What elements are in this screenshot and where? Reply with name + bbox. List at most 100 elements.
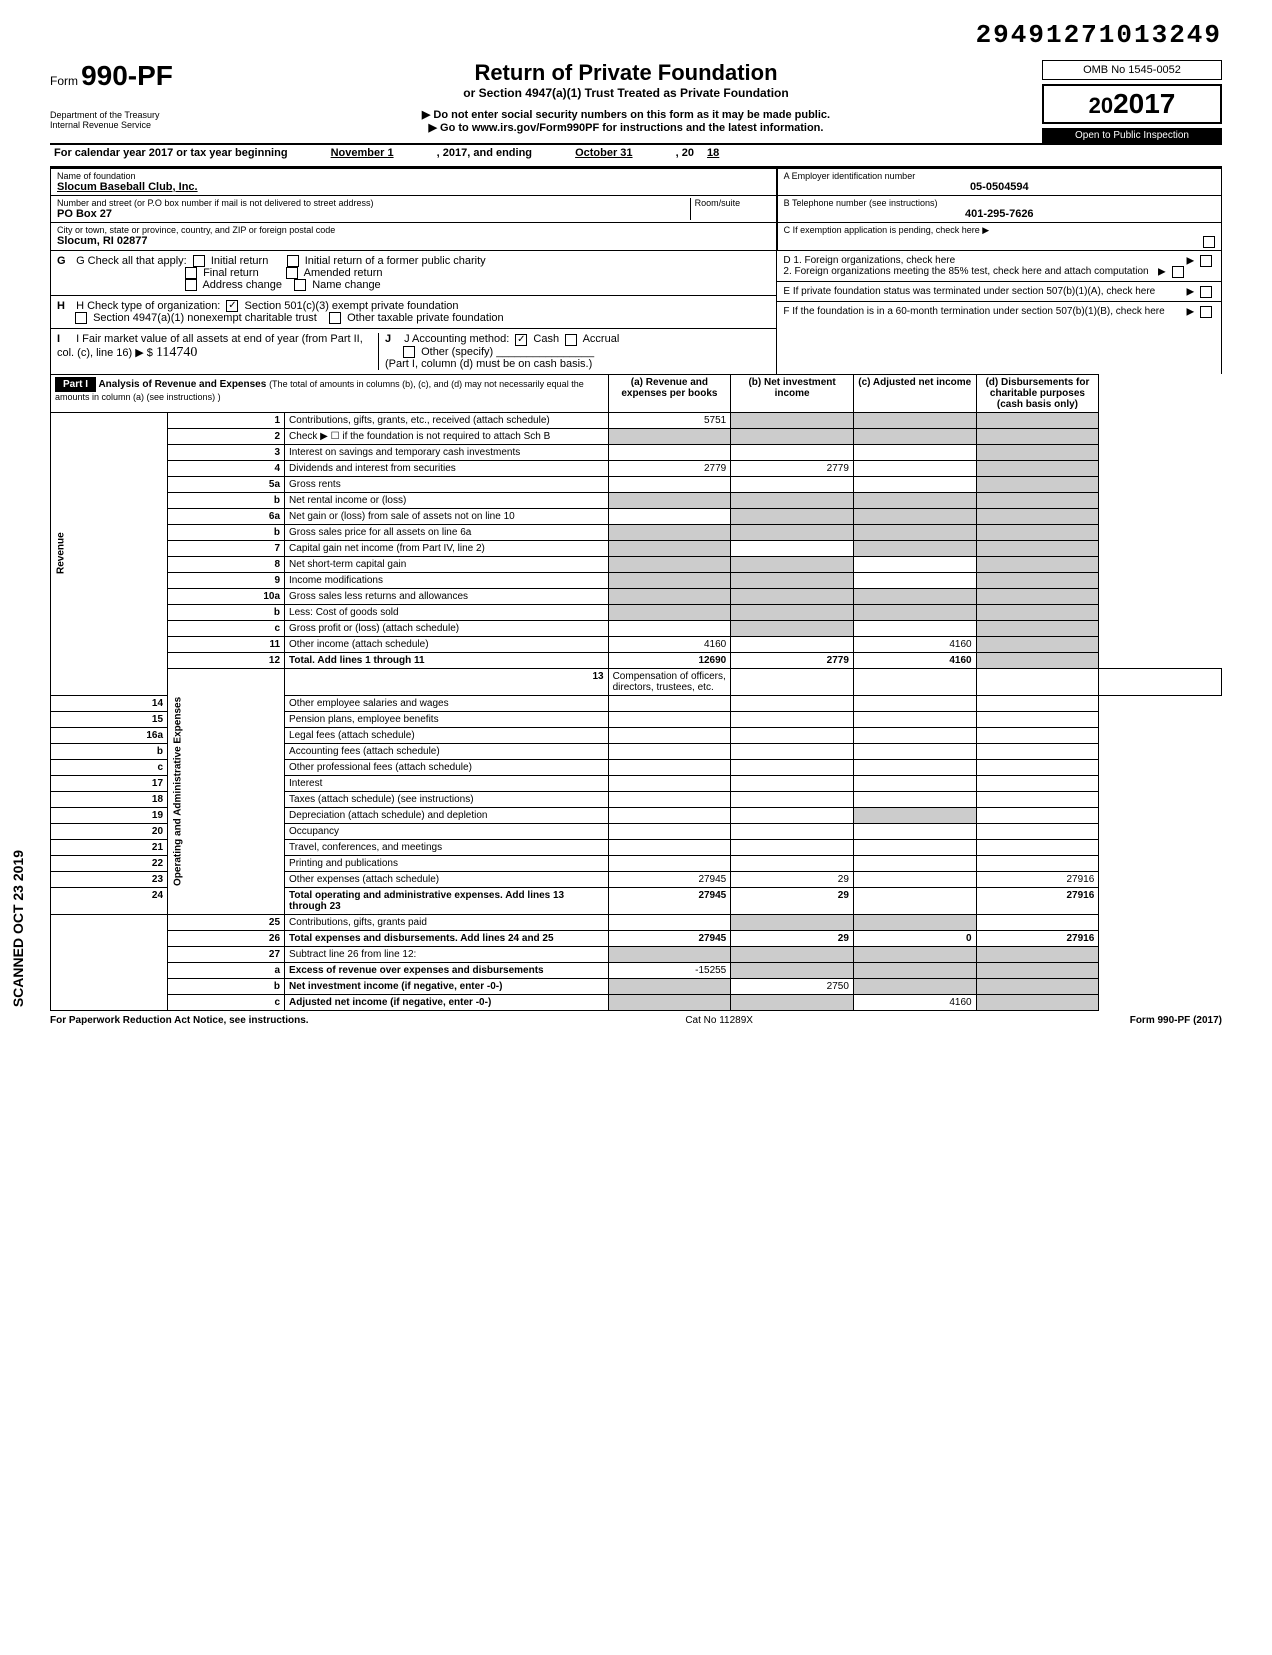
final-return-checkbox[interactable]	[185, 267, 197, 279]
amended-checkbox[interactable]	[286, 267, 298, 279]
d1-checkbox[interactable]	[1200, 255, 1212, 267]
j-other: Other (specify)	[421, 346, 493, 358]
cash-checkbox[interactable]	[515, 334, 527, 346]
j-accrual: Accrual	[583, 333, 620, 345]
line-no: b	[51, 743, 168, 759]
line-no: b	[168, 524, 285, 540]
expenses-side-label: Operating and Administrative Expenses	[168, 668, 285, 914]
period-mid: , 2017, and ending	[437, 147, 532, 159]
line-desc: Net short-term capital gain	[285, 556, 609, 572]
4947-checkbox[interactable]	[75, 312, 87, 324]
line-no: 4	[168, 460, 285, 476]
amt-a: 27945	[608, 871, 731, 887]
j-note: (Part I, column (d) must be on cash basi…	[385, 358, 592, 370]
period-end-month: October 31	[535, 147, 672, 159]
line-no: 16a	[51, 727, 168, 743]
line-no: 1	[168, 412, 285, 428]
section-g-letter: G	[57, 255, 73, 267]
footer-left: For Paperwork Reduction Act Notice, see …	[50, 1015, 309, 1026]
phone-value: 401-295-7626	[784, 208, 1215, 220]
room-label: Room/suite	[690, 198, 770, 220]
col-b-header: (b) Net investment income	[731, 374, 854, 412]
table-row: 12Total. Add lines 1 through 11126902779…	[51, 652, 1222, 668]
table-row: 5aGross rents	[51, 476, 1222, 492]
form-number: 990-PF	[81, 60, 173, 91]
amt-c: 4160	[853, 994, 976, 1010]
section-g-label: G Check all that apply:	[76, 255, 187, 267]
opt-name: Name change	[312, 279, 381, 291]
line-desc: Accounting fees (attach schedule)	[285, 743, 609, 759]
line-desc: Check ▶ ☐ if the foundation is not requi…	[285, 428, 609, 444]
table-row: 8Net short-term capital gain	[51, 556, 1222, 572]
501c3-checkbox[interactable]	[226, 300, 238, 312]
amt-c: 0	[853, 930, 976, 946]
line-no: 8	[168, 556, 285, 572]
form-goto: ▶ Go to www.irs.gov/Form990PF for instru…	[210, 121, 1042, 134]
amt-a: 27945	[608, 887, 731, 914]
line-no: c	[168, 620, 285, 636]
section-f: F If the foundation is in a 60-month ter…	[783, 306, 1164, 317]
line-desc: Other income (attach schedule)	[285, 636, 609, 652]
line-desc: Total expenses and disbursements. Add li…	[285, 930, 609, 946]
amt-b: 29	[731, 930, 854, 946]
line-desc: Capital gain net income (from Part IV, l…	[285, 540, 609, 556]
amt-d: 27916	[976, 930, 1099, 946]
line-no: 7	[168, 540, 285, 556]
inspection-notice: Open to Public Inspection	[1042, 128, 1222, 143]
amt-d: 27916	[976, 887, 1099, 914]
initial-return-checkbox[interactable]	[193, 255, 205, 267]
line-no: 21	[51, 839, 168, 855]
table-row: bNet rental income or (loss)	[51, 492, 1222, 508]
footer-center: Cat No 11289X	[685, 1015, 753, 1026]
amt-b: 2779	[731, 652, 854, 668]
line-no: 3	[168, 444, 285, 460]
line-no: 25	[168, 914, 285, 930]
table-row: cAdjusted net income (if negative, enter…	[51, 994, 1222, 1010]
amt-a: -15255	[608, 962, 731, 978]
d2-checkbox[interactable]	[1172, 266, 1184, 278]
amt-a: 12690	[608, 652, 731, 668]
amt-b: 29	[731, 871, 854, 887]
section-d2: 2. Foreign organizations meeting the 85%…	[783, 266, 1148, 277]
line-no: b	[168, 604, 285, 620]
part1-label: Part I	[55, 377, 96, 392]
f-checkbox[interactable]	[1200, 306, 1212, 318]
line-desc: Legal fees (attach schedule)	[285, 727, 609, 743]
opt-4947: Section 4947(a)(1) nonexempt charitable …	[93, 312, 317, 324]
period-end-year: 18	[697, 147, 729, 159]
line-no: c	[51, 759, 168, 775]
other-method-checkbox[interactable]	[403, 346, 415, 358]
name-change-checkbox[interactable]	[294, 279, 306, 291]
page-footer: For Paperwork Reduction Act Notice, see …	[50, 1015, 1222, 1026]
omb-number: OMB No 1545-0052	[1042, 60, 1222, 80]
former-charity-checkbox[interactable]	[287, 255, 299, 267]
line-no: 26	[168, 930, 285, 946]
e-checkbox[interactable]	[1200, 286, 1212, 298]
amt-a: 27945	[608, 930, 731, 946]
line-no: 10a	[168, 588, 285, 604]
line-desc: Net investment income (if negative, ente…	[285, 978, 609, 994]
line-no: 19	[51, 807, 168, 823]
line-desc: Income modifications	[285, 572, 609, 588]
line-no: 17	[51, 775, 168, 791]
fmv-value: 114740	[156, 345, 197, 360]
city-value: Slocum, RI 02877	[57, 235, 770, 247]
table-row: 25Contributions, gifts, grants paid	[51, 914, 1222, 930]
line-desc: Dividends and interest from securities	[285, 460, 609, 476]
opt-501c3: Section 501(c)(3) exempt private foundat…	[245, 300, 459, 312]
line-desc: Net rental income or (loss)	[285, 492, 609, 508]
form-prefix: Form	[50, 74, 78, 88]
amt-c: 4160	[853, 636, 976, 652]
col-a-header: (a) Revenue and expenses per books	[608, 374, 731, 412]
exempt-checkbox[interactable]	[1203, 236, 1215, 248]
table-row: 4Dividends and interest from securities2…	[51, 460, 1222, 476]
table-row: cGross profit or (loss) (attach schedule…	[51, 620, 1222, 636]
other-taxable-checkbox[interactable]	[329, 312, 341, 324]
address-change-checkbox[interactable]	[185, 279, 197, 291]
table-row: 26Total expenses and disbursements. Add …	[51, 930, 1222, 946]
table-row: 3Interest on savings and temporary cash …	[51, 444, 1222, 460]
col-d-header: (d) Disbursements for charitable purpose…	[976, 374, 1099, 412]
address-label: Number and street (or P.O box number if …	[57, 198, 690, 208]
line-no: 24	[51, 887, 168, 914]
accrual-checkbox[interactable]	[565, 334, 577, 346]
